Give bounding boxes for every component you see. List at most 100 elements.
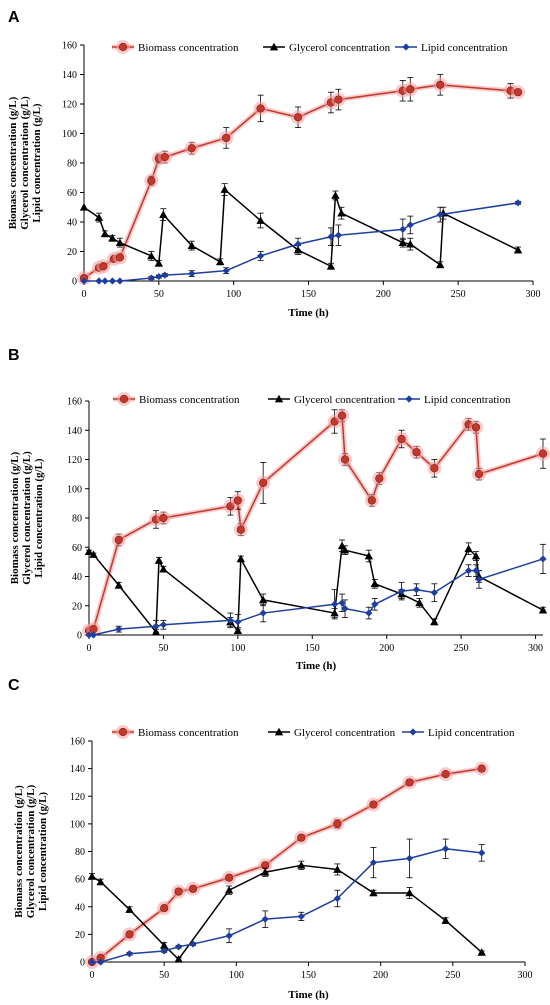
data-point [441, 916, 450, 924]
data-point [367, 496, 376, 505]
data-point [116, 277, 124, 285]
x-tick-label: 200 [376, 289, 391, 300]
data-point [147, 274, 155, 282]
data-point [160, 153, 169, 162]
data-point [513, 88, 523, 97]
x-tick-label: 100 [229, 970, 244, 981]
data-point [471, 551, 481, 560]
data-point [175, 943, 183, 951]
data-point [125, 905, 134, 913]
data-point [236, 525, 245, 534]
data-point [333, 894, 341, 903]
legend-marker [269, 42, 279, 51]
data-point [477, 764, 486, 773]
series-biomass-concentration [85, 761, 489, 969]
data-point [430, 588, 438, 597]
x-tick-label: 300 [526, 289, 541, 300]
data-point [159, 564, 168, 573]
data-point [471, 423, 481, 432]
data-point [94, 213, 104, 221]
data-point [187, 144, 196, 153]
data-point [405, 778, 414, 787]
y-axis-title-line: Biomass concentration (g/L) [13, 785, 25, 918]
data-point [397, 587, 406, 595]
data-point [222, 133, 231, 143]
y-tick-label: 140 [70, 764, 85, 775]
data-point [398, 238, 407, 247]
legend-marker [409, 728, 417, 736]
data-point [442, 845, 450, 853]
x-tick-label: 150 [301, 289, 316, 300]
data-point [97, 958, 105, 966]
data-point [337, 208, 346, 217]
legend-label: Lipid concentration [428, 727, 515, 739]
y-tick-label: 40 [67, 218, 77, 229]
x-tick-label: 100 [226, 289, 241, 300]
data-point [364, 551, 374, 560]
legend-label: Biomass concentration [139, 394, 240, 406]
legend-label: Lipid concentration [424, 394, 511, 406]
data-point [234, 618, 242, 626]
legend-label: Biomass concentration [138, 42, 239, 54]
data-point [256, 216, 265, 224]
data-point [233, 496, 242, 505]
data-point [369, 858, 378, 867]
legend-entry: Biomass concentration [113, 392, 240, 406]
data-point [220, 185, 229, 193]
y-tick-label: 160 [67, 397, 82, 408]
legend-marker [119, 394, 129, 404]
data-point [159, 513, 168, 523]
series-glycerol-concentration [84, 539, 548, 636]
data-point [412, 448, 421, 457]
series-lipid-concentration [85, 543, 547, 639]
y-axis-title-line: Lipid concentration (g/L) [31, 103, 43, 223]
y-axis-title-line: Biomass concentration (g/L) [9, 451, 21, 584]
x-tick-label: 50 [159, 970, 169, 981]
x-tick-label: 50 [154, 289, 164, 300]
data-point [154, 556, 164, 564]
data-point [405, 854, 414, 863]
x-axis-title: Time (h) [288, 307, 329, 319]
data-point [334, 95, 343, 104]
data-point [338, 599, 346, 607]
data-point [160, 904, 169, 913]
data-point [441, 770, 450, 779]
data-point [108, 234, 117, 242]
data-point [341, 605, 349, 613]
data-point [115, 238, 125, 247]
x-tick-label: 150 [305, 643, 320, 654]
series-line [92, 847, 482, 963]
y-tick-label: 80 [67, 159, 77, 170]
data-point [87, 872, 97, 880]
data-point [472, 567, 480, 575]
data-point [405, 888, 414, 897]
series-lipid-concentration [88, 838, 486, 966]
legend-marker [405, 395, 413, 403]
data-point [464, 544, 473, 553]
data-point [337, 541, 347, 550]
series-lipid-concentration [80, 199, 522, 285]
data-point [160, 947, 168, 955]
data-point [259, 609, 267, 617]
data-point [224, 885, 234, 894]
legend-label: Glycerol concentration [294, 394, 396, 406]
x-tick-label: 200 [379, 643, 394, 654]
y-tick-label: 100 [70, 819, 85, 830]
y-axis-title-line: Glycerol concentration (g/L) [19, 96, 31, 230]
data-point [340, 545, 350, 554]
series-line-glow [90, 766, 483, 965]
data-point [371, 600, 379, 608]
data-point [100, 229, 110, 238]
data-point [99, 262, 108, 271]
data-point [331, 191, 340, 199]
data-point [261, 915, 269, 923]
legend-label: Biomass concentration [138, 727, 239, 739]
data-point [115, 253, 125, 262]
series-glycerol-concentration [79, 183, 523, 270]
data-point [108, 277, 117, 285]
data-point [538, 449, 548, 458]
x-tick-label: 0 [90, 970, 95, 981]
data-point [412, 586, 421, 594]
data-point [96, 877, 105, 886]
data-point [369, 800, 378, 809]
